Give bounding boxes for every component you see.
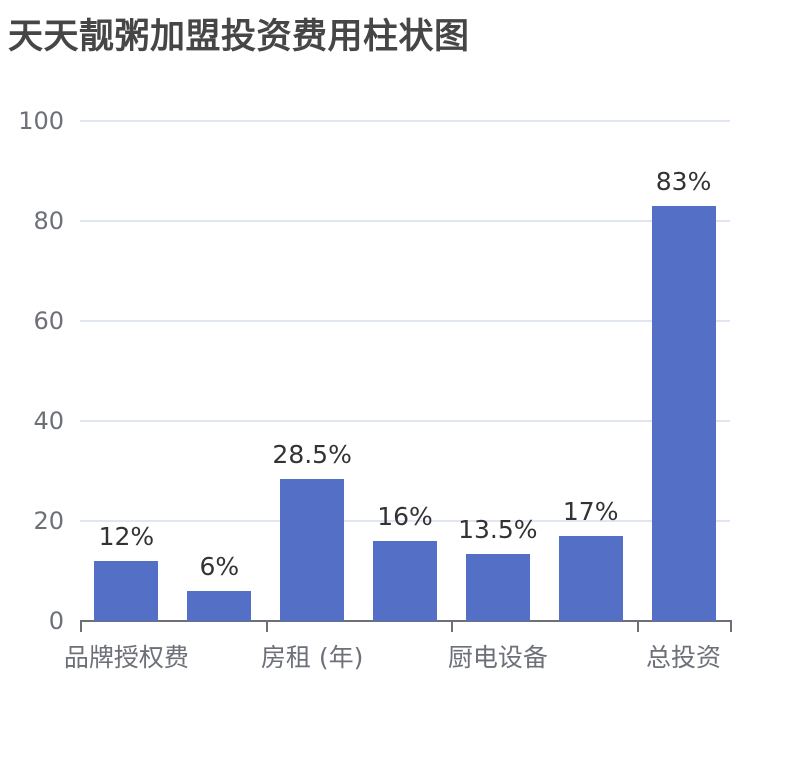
bar — [280, 478, 345, 621]
x-axis-category-label: 总投资 — [646, 643, 722, 672]
x-axis-category-label: 厨电设备 — [447, 643, 548, 672]
bar — [94, 561, 159, 621]
bar-value-label: 12% — [98, 522, 155, 551]
y-axis-tick-label: 20 — [33, 507, 64, 535]
bar — [651, 206, 716, 621]
gridline — [80, 420, 730, 422]
bar-value-label: 6% — [199, 552, 240, 581]
y-axis-tick-label: 60 — [33, 307, 64, 335]
x-axis-tick — [265, 622, 268, 632]
bar-value-label: 13.5% — [458, 514, 538, 544]
x-axis-tick — [80, 622, 82, 632]
y-axis-tick-label: 40 — [33, 407, 64, 435]
y-axis-tick-label: 100 — [18, 107, 64, 135]
gridline — [80, 320, 730, 322]
gridline — [80, 520, 730, 522]
y-axis-tick-label: 80 — [33, 207, 64, 235]
bar — [465, 553, 530, 621]
bar-value-label: 28.5% — [272, 439, 352, 469]
x-axis-tick — [730, 622, 732, 632]
x-axis-tick — [451, 622, 454, 632]
x-axis-category-label: 品牌授权费 — [63, 643, 189, 672]
chart-title: 天天靓粥加盟投资费用柱状图 — [8, 17, 470, 57]
gridline — [80, 120, 730, 122]
bar-value-label: 17% — [562, 497, 619, 526]
gridline — [80, 220, 730, 222]
x-axis-line — [80, 620, 732, 622]
bar — [187, 591, 252, 621]
bar-value-label: 16% — [377, 502, 433, 531]
x-axis-category-label: 房租 (年) — [260, 643, 364, 672]
bar-value-label: 83% — [655, 167, 712, 196]
x-axis-tick — [637, 622, 640, 632]
y-axis-tick-label: 0 — [48, 607, 64, 635]
bar — [373, 541, 437, 621]
bar — [558, 536, 623, 621]
